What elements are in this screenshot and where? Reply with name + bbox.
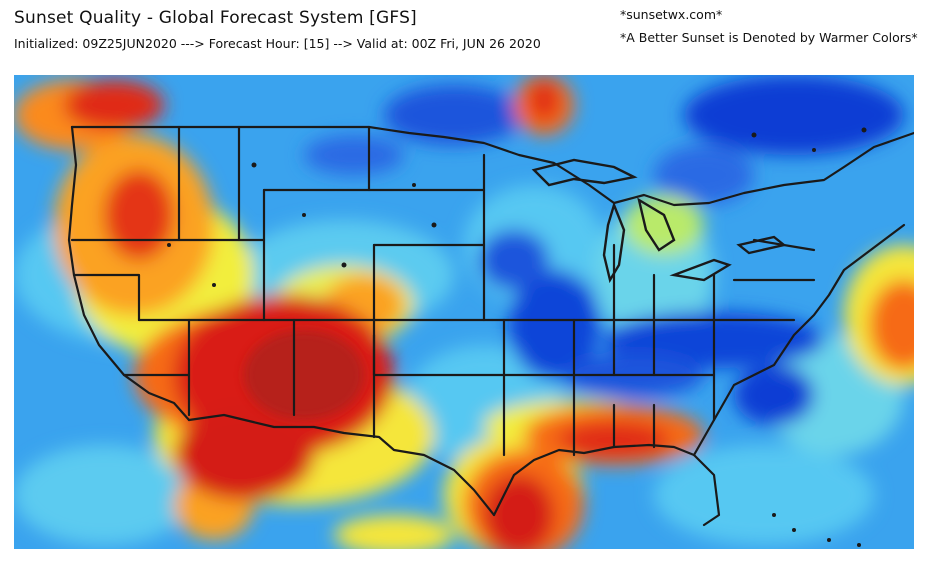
source-site-label: *sunsetwx.com* <box>620 7 723 22</box>
lake-ontario <box>736 235 787 255</box>
sunset-quality-map <box>14 75 914 549</box>
lake-huron <box>637 197 676 252</box>
forecast-map-svg <box>14 75 914 549</box>
west-coastline <box>67 125 191 422</box>
gulf-coastline <box>492 443 721 527</box>
east-coastline <box>692 223 906 457</box>
state-borders <box>67 125 914 527</box>
color-legend-note: *A Better Sunset is Denoted by Warmer Co… <box>620 30 918 45</box>
us-mexico-border <box>187 413 496 517</box>
map-title: Sunset Quality - Global Forecast System … <box>14 8 417 28</box>
lake-superior <box>531 158 638 187</box>
highlight-zone <box>244 330 364 420</box>
great-lakes <box>531 158 787 284</box>
lake-michigan <box>602 201 626 284</box>
lake-erie <box>669 258 732 282</box>
forecast-run-info: Initialized: 09Z25JUN2020 ---> Forecast … <box>14 36 541 51</box>
us-canada-border <box>70 125 914 207</box>
small-water-bodies <box>167 127 867 547</box>
